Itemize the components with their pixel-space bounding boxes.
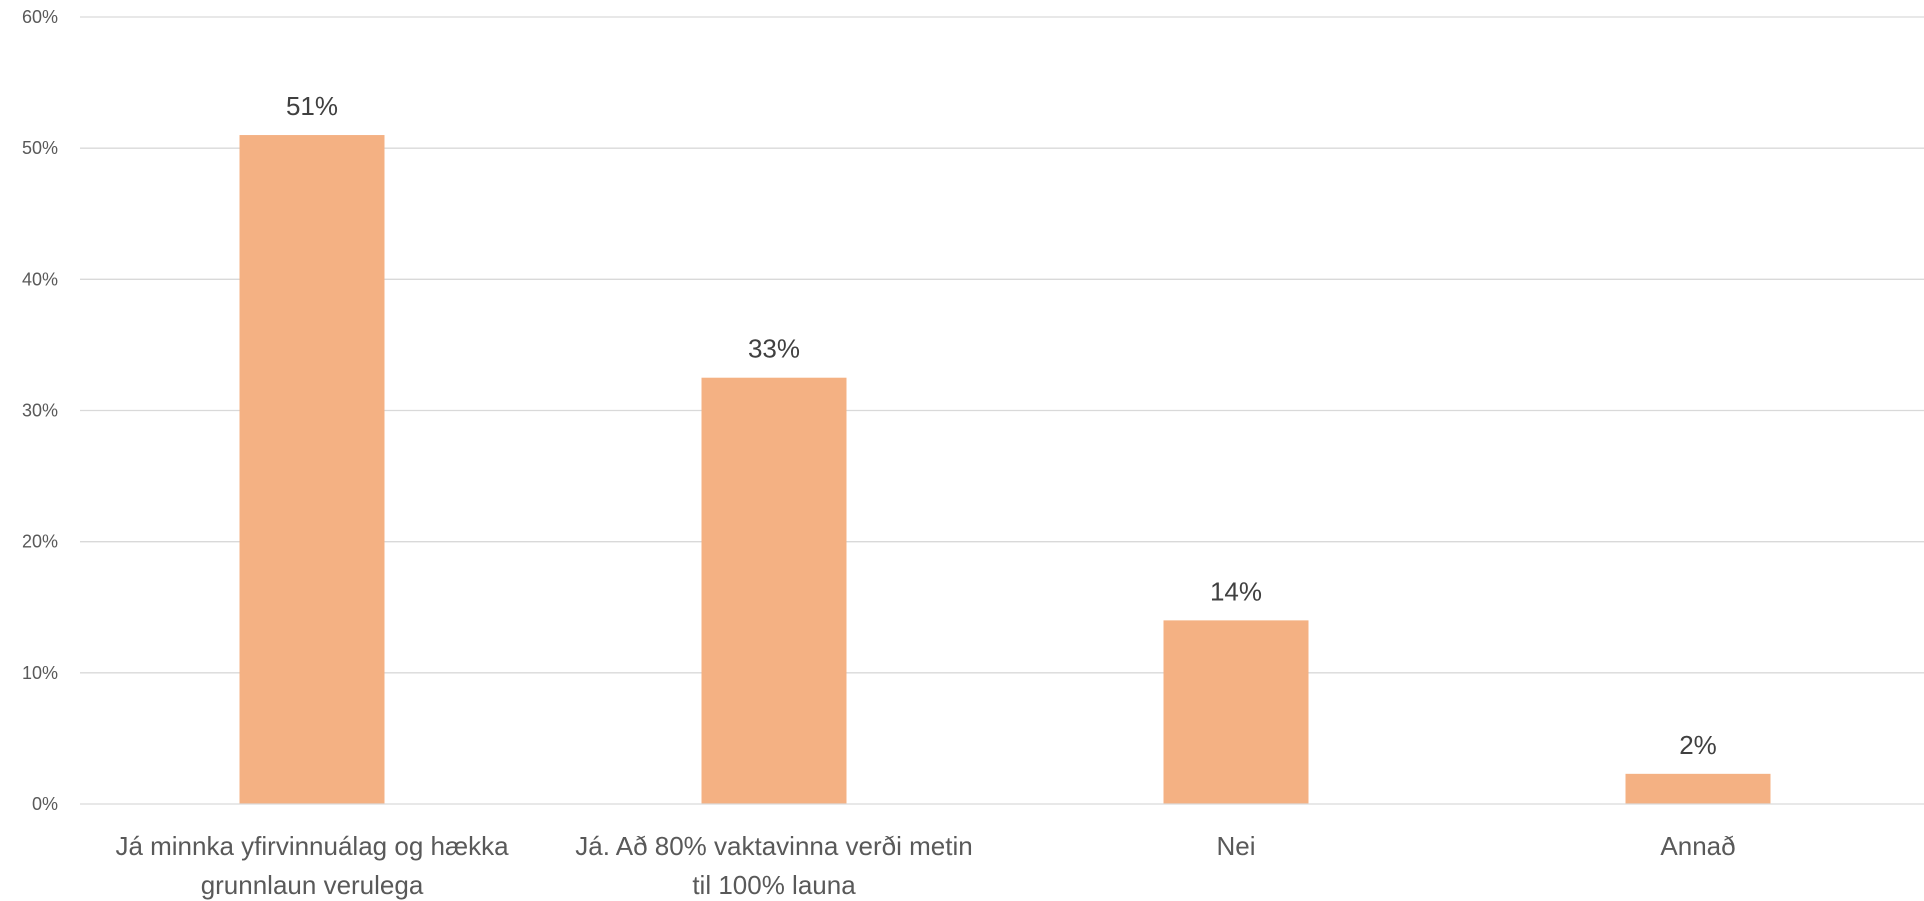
x-tick-label-line: til 100% launa	[692, 870, 856, 900]
x-tick-label-line: Annað	[1660, 831, 1735, 861]
y-tick-label: 50%	[22, 138, 58, 158]
bar	[1625, 773, 1771, 804]
x-tick-label-line: Já minnka yfirvinnuálag og hækka	[115, 831, 509, 861]
data-labels: 51% 33% 14% 2%	[286, 91, 1717, 760]
y-tick-label: 0%	[32, 794, 58, 814]
y-tick-label: 30%	[22, 401, 58, 421]
x-tick-label: Já. Að 80% vaktavinna verði metin til 100…	[575, 831, 972, 900]
bar	[239, 135, 385, 805]
x-tick-label: Nei	[1216, 831, 1255, 861]
bar	[701, 377, 847, 804]
data-label: 2%	[1679, 730, 1717, 760]
y-tick-label: 20%	[22, 532, 58, 552]
x-tick-label: Annað	[1660, 831, 1735, 861]
data-label: 33%	[748, 334, 800, 364]
data-label: 51%	[286, 91, 338, 121]
x-axis-ticks: Já minnka yfirvinnuálag og hækka grunnlau…	[115, 831, 1735, 900]
x-tick-label-line: Já. Að 80% vaktavinna verði metin	[575, 831, 972, 861]
y-tick-label: 60%	[22, 7, 58, 27]
x-tick-label: Já minnka yfirvinnuálag og hækka grunnlau…	[115, 831, 509, 900]
y-tick-label: 40%	[22, 269, 58, 289]
x-tick-label-line: Nei	[1216, 831, 1255, 861]
bar	[1163, 620, 1309, 804]
y-axis-ticks: 0% 10% 20% 30% 40% 50% 60%	[22, 7, 58, 814]
bars	[239, 135, 1771, 805]
gridlines	[80, 16, 1924, 674]
x-tick-label-line: grunnlaun verulega	[201, 870, 424, 900]
data-label: 14%	[1210, 576, 1262, 606]
y-tick-label: 10%	[22, 663, 58, 683]
